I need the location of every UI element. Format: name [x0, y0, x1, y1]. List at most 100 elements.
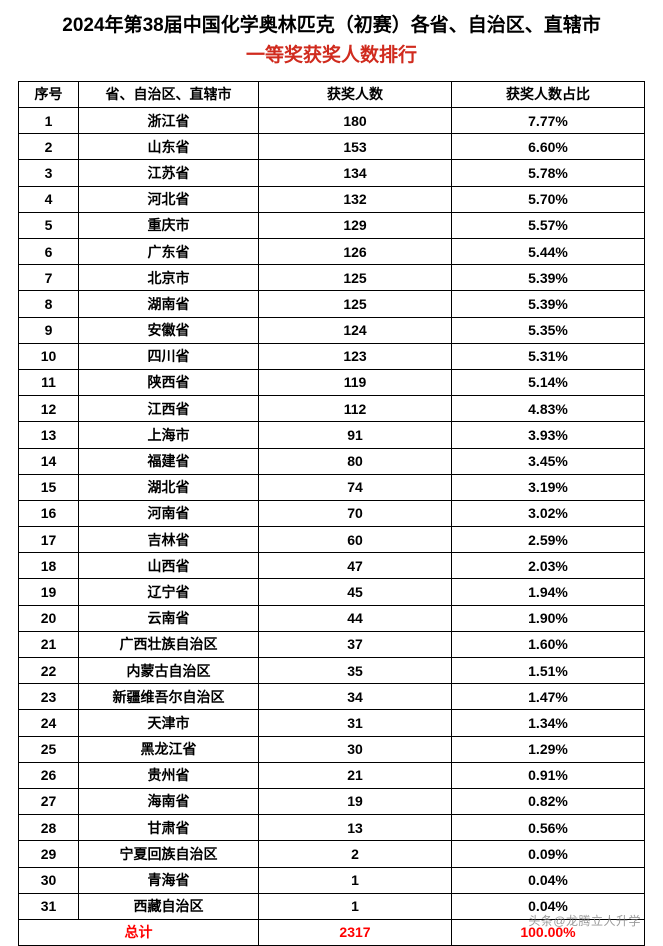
ranking-table: 序号 省、自治区、直辖市 获奖人数 获奖人数占比 1浙江省1807.77%2山东… [18, 81, 645, 946]
cell-rank: 23 [19, 684, 79, 710]
cell-count: 13 [259, 815, 452, 841]
cell-rank: 13 [19, 422, 79, 448]
table-row: 26贵州省210.91% [19, 762, 645, 788]
table-row: 11陕西省1195.14% [19, 369, 645, 395]
table-row: 8湖南省1255.39% [19, 291, 645, 317]
table-row: 5重庆市1295.57% [19, 212, 645, 238]
cell-count: 60 [259, 527, 452, 553]
cell-count: 35 [259, 658, 452, 684]
cell-count: 123 [259, 343, 452, 369]
table-row: 27海南省190.82% [19, 788, 645, 814]
watermark: 头条@龙腾立人升学 [528, 912, 641, 929]
cell-rank: 19 [19, 579, 79, 605]
header-percent: 获奖人数占比 [452, 81, 645, 107]
cell-count: 91 [259, 422, 452, 448]
cell-count: 44 [259, 605, 452, 631]
cell-count: 125 [259, 291, 452, 317]
cell-count: 70 [259, 500, 452, 526]
total-count: 2317 [259, 919, 452, 945]
cell-province: 甘肃省 [79, 815, 259, 841]
cell-count: 1 [259, 867, 452, 893]
cell-count: 124 [259, 317, 452, 343]
header-rank: 序号 [19, 81, 79, 107]
cell-rank: 6 [19, 239, 79, 265]
cell-province: 西藏自治区 [79, 893, 259, 919]
cell-province: 宁夏回族自治区 [79, 841, 259, 867]
cell-rank: 31 [19, 893, 79, 919]
table-row: 16河南省703.02% [19, 500, 645, 526]
table-header-row: 序号 省、自治区、直辖市 获奖人数 获奖人数占比 [19, 81, 645, 107]
cell-percent: 5.31% [452, 343, 645, 369]
cell-count: 45 [259, 579, 452, 605]
header-count: 获奖人数 [259, 81, 452, 107]
title-line2: 一等奖获奖人数排行 [18, 41, 645, 71]
cell-rank: 2 [19, 134, 79, 160]
cell-rank: 28 [19, 815, 79, 841]
cell-percent: 5.57% [452, 212, 645, 238]
cell-percent: 0.91% [452, 762, 645, 788]
cell-province: 湖南省 [79, 291, 259, 317]
cell-rank: 11 [19, 369, 79, 395]
cell-rank: 26 [19, 762, 79, 788]
cell-percent: 5.44% [452, 239, 645, 265]
cell-rank: 22 [19, 658, 79, 684]
cell-percent: 0.04% [452, 867, 645, 893]
cell-rank: 7 [19, 265, 79, 291]
cell-province: 陕西省 [79, 369, 259, 395]
title-block: 2024年第38届中国化学奥林匹克（初赛）各省、自治区、直辖市 一等奖获奖人数排… [18, 12, 645, 71]
cell-province: 吉林省 [79, 527, 259, 553]
cell-province: 青海省 [79, 867, 259, 893]
table-row: 28甘肃省130.56% [19, 815, 645, 841]
cell-rank: 16 [19, 500, 79, 526]
table-row: 13上海市913.93% [19, 422, 645, 448]
cell-count: 74 [259, 474, 452, 500]
cell-rank: 25 [19, 736, 79, 762]
cell-rank: 12 [19, 396, 79, 422]
table-row: 25黑龙江省301.29% [19, 736, 645, 762]
cell-province: 黑龙江省 [79, 736, 259, 762]
cell-percent: 3.19% [452, 474, 645, 500]
cell-count: 31 [259, 710, 452, 736]
cell-percent: 1.34% [452, 710, 645, 736]
cell-rank: 20 [19, 605, 79, 631]
cell-count: 134 [259, 160, 452, 186]
table-row: 23新疆维吾尔自治区341.47% [19, 684, 645, 710]
cell-percent: 2.03% [452, 553, 645, 579]
cell-count: 34 [259, 684, 452, 710]
cell-count: 129 [259, 212, 452, 238]
table-row: 30青海省10.04% [19, 867, 645, 893]
cell-province: 广西壮族自治区 [79, 631, 259, 657]
cell-percent: 0.82% [452, 788, 645, 814]
cell-percent: 0.09% [452, 841, 645, 867]
cell-percent: 1.51% [452, 658, 645, 684]
cell-province: 天津市 [79, 710, 259, 736]
cell-province: 湖北省 [79, 474, 259, 500]
cell-province: 上海市 [79, 422, 259, 448]
cell-count: 80 [259, 448, 452, 474]
cell-percent: 0.56% [452, 815, 645, 841]
cell-count: 132 [259, 186, 452, 212]
cell-rank: 5 [19, 212, 79, 238]
cell-province: 新疆维吾尔自治区 [79, 684, 259, 710]
cell-province: 山西省 [79, 553, 259, 579]
cell-rank: 4 [19, 186, 79, 212]
cell-rank: 21 [19, 631, 79, 657]
cell-percent: 7.77% [452, 108, 645, 134]
cell-percent: 1.60% [452, 631, 645, 657]
cell-percent: 5.35% [452, 317, 645, 343]
cell-percent: 3.93% [452, 422, 645, 448]
table-row: 1浙江省1807.77% [19, 108, 645, 134]
cell-count: 2 [259, 841, 452, 867]
cell-province: 云南省 [79, 605, 259, 631]
table-row: 15湖北省743.19% [19, 474, 645, 500]
cell-percent: 5.14% [452, 369, 645, 395]
total-label: 总计 [19, 919, 259, 945]
cell-percent: 4.83% [452, 396, 645, 422]
cell-province: 浙江省 [79, 108, 259, 134]
cell-province: 安徽省 [79, 317, 259, 343]
table-row: 24天津市311.34% [19, 710, 645, 736]
cell-count: 119 [259, 369, 452, 395]
cell-province: 海南省 [79, 788, 259, 814]
table-row: 17吉林省602.59% [19, 527, 645, 553]
cell-percent: 1.94% [452, 579, 645, 605]
